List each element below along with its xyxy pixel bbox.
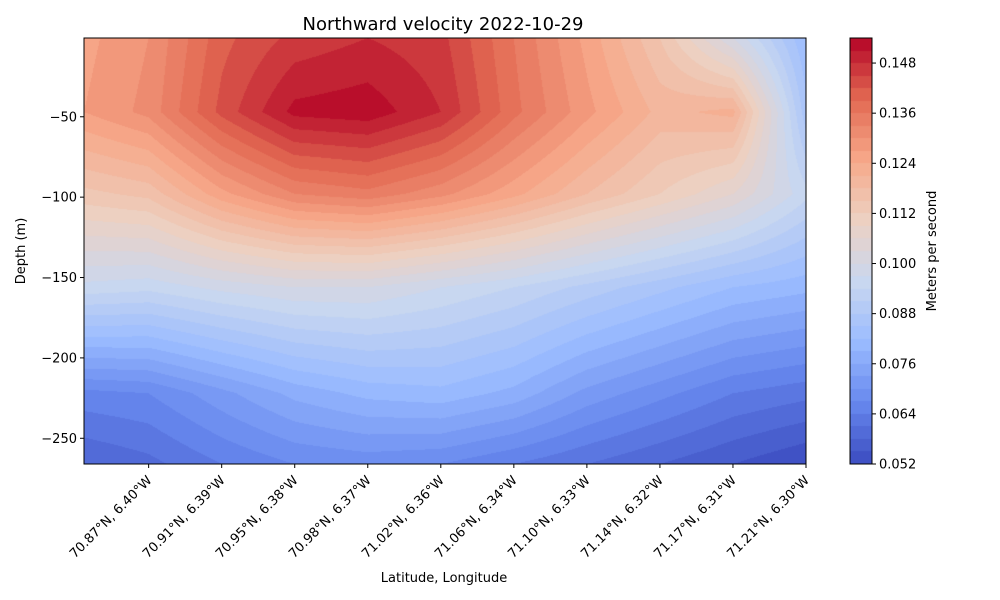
y-tick-label: −200 — [41, 351, 77, 366]
colorbar-tick-label: 0.052 — [879, 458, 916, 473]
y-axis-label: Depth (m) — [14, 218, 29, 285]
y-tick-label: −250 — [41, 432, 77, 447]
x-axis-label: Latitude, Longitude — [381, 571, 507, 586]
colorbar-frame — [849, 37, 873, 465]
colorbar-tick-label: 0.148 — [879, 57, 916, 72]
colorbar-tick-label: 0.124 — [879, 157, 916, 172]
y-tick-label: −100 — [41, 191, 77, 206]
colorbar-gradient-container — [850, 38, 872, 464]
plot-frame — [83, 37, 807, 465]
colorbar-label: Meters per second — [925, 191, 940, 312]
heatmap-field — [84, 38, 806, 464]
colorbar-tick-label: 0.064 — [879, 407, 916, 422]
colorbar-tick-label: 0.136 — [879, 107, 916, 122]
y-axis: −50 −100 −150 −200 −250 — [41, 110, 84, 447]
colorbar-tick-label: 0.112 — [879, 207, 916, 222]
colorbar-tick-label: 0.076 — [879, 357, 916, 372]
y-tick-label: −50 — [50, 110, 77, 125]
y-tick-label: −150 — [41, 271, 77, 286]
chart-title: Northward velocity 2022-10-29 — [302, 14, 583, 35]
colorbar-tick-label: 0.100 — [879, 257, 916, 272]
colorbar-ticks: 0.052 0.064 0.076 0.088 0.100 0.112 0.124 0.136… — [872, 57, 916, 473]
colorbar-gradient — [850, 38, 872, 464]
colorbar-tick-label: 0.088 — [879, 307, 916, 322]
colorbar: 0.052 0.064 0.076 0.088 0.100 0.112 0.124 0.136… — [849, 37, 916, 473]
heatmap-field-container — [84, 38, 806, 464]
plot-area — [83, 37, 807, 465]
